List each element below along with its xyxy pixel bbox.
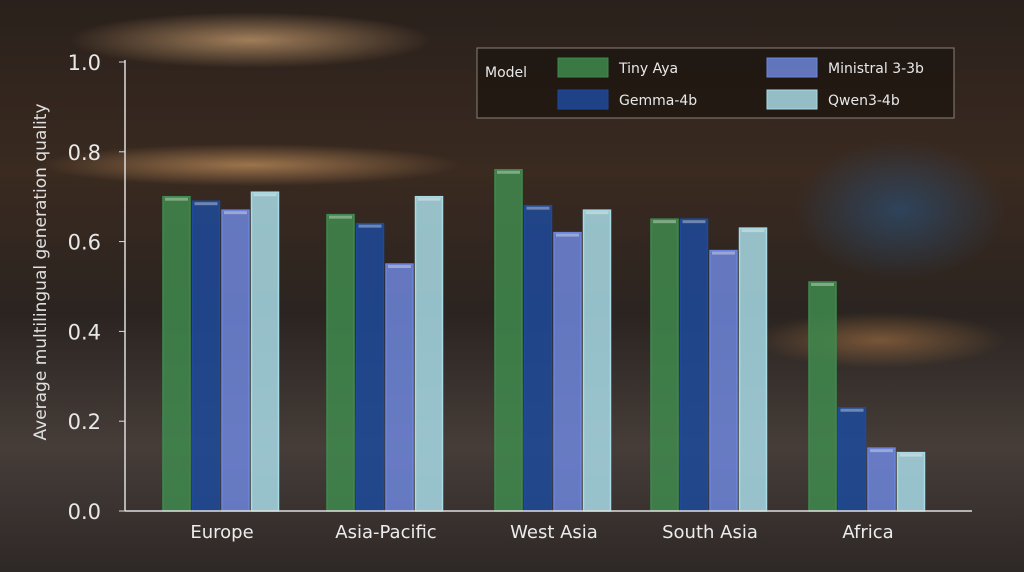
- x-tick-label: Africa: [842, 522, 893, 543]
- y-tick-label: 0.8: [68, 141, 101, 165]
- bar-highlight: [741, 229, 765, 233]
- legend-swatch: [766, 57, 818, 78]
- x-tick-label: South Asia: [662, 522, 758, 543]
- legend-label: Ministral 3-3b: [828, 61, 924, 77]
- bar-qwen3-4b: [582, 209, 612, 512]
- bar-qwen3-4b: [896, 451, 926, 512]
- bar-qwen3-4b: [414, 195, 444, 512]
- bar-highlight: [388, 265, 411, 269]
- bar-qwen3-4b: [250, 191, 280, 512]
- bar-highlight: [358, 224, 382, 228]
- y-ticks: 0.0 0.2 0.4 0.6 0.8 1.0: [68, 51, 125, 524]
- bar-tiny-aya: [650, 218, 679, 512]
- bar-gemma-4b: [523, 204, 553, 512]
- legend-label: Qwen3-4b: [828, 93, 900, 109]
- y-tick-label: 0.2: [68, 410, 101, 434]
- x-ticks: Europe Asia-Pacific West Asia South Asia Afr…: [190, 522, 893, 543]
- bar-highlight: [253, 193, 277, 197]
- legend-label: Gemma-4b: [619, 93, 697, 109]
- bar-gemma-4b: [355, 222, 385, 512]
- x-tick-label: Asia-Pacific: [335, 522, 436, 543]
- bar-highlight: [194, 202, 218, 206]
- bar-highlight: [899, 453, 923, 457]
- legend-box: [476, 47, 955, 119]
- bar-highlight: [653, 220, 676, 224]
- bar-ministral-3-3b: [221, 209, 250, 512]
- y-tick-label: 0.0: [68, 500, 101, 524]
- bar-gemma-4b: [837, 406, 867, 512]
- legend: Model Tiny Aya Gemma-4b Ministral 3-3b Qwen…: [476, 47, 955, 119]
- bar-gemma-4b: [679, 218, 709, 512]
- bar-ministral-3-3b: [385, 263, 414, 512]
- bar-highlight: [329, 215, 352, 219]
- bar-ministral-3-3b: [867, 447, 896, 512]
- legend-swatch: [557, 89, 609, 110]
- bar-highlight: [585, 211, 609, 215]
- bar-ministral-3-3b: [709, 249, 738, 512]
- legend-label: Tiny Aya: [618, 61, 678, 77]
- y-axis-label: Average multilingual generation quality: [31, 103, 51, 440]
- bar-ministral-3-3b: [553, 231, 582, 512]
- bar-tiny-aya: [494, 169, 523, 512]
- bar-highlight: [497, 170, 520, 174]
- y-tick-label: 1.0: [68, 51, 101, 75]
- legend-swatch: [557, 57, 609, 78]
- x-tick-label: Europe: [190, 522, 253, 543]
- bar-highlight: [870, 449, 893, 453]
- bar-highlight: [224, 211, 247, 215]
- bar-gemma-4b: [191, 200, 221, 512]
- bar-highlight: [682, 220, 706, 224]
- bar-tiny-aya: [162, 195, 191, 512]
- bar-highlight: [811, 283, 834, 287]
- bar-highlight: [165, 197, 188, 201]
- legend-title: Model: [485, 65, 527, 81]
- bar-tiny-aya: [808, 281, 837, 512]
- y-tick-label: 0.4: [68, 320, 101, 344]
- bar-highlight: [417, 197, 441, 201]
- bar-highlight: [526, 206, 550, 210]
- bar-highlight: [712, 251, 735, 255]
- bar-qwen3-4b: [738, 227, 768, 512]
- bar-tiny-aya: [326, 213, 355, 512]
- bar-highlight: [840, 408, 864, 412]
- legend-swatch: [766, 89, 818, 110]
- bar-highlight: [556, 233, 579, 237]
- x-tick-label: West Asia: [510, 522, 598, 543]
- y-tick-label: 0.6: [68, 231, 101, 255]
- bars: [162, 169, 926, 512]
